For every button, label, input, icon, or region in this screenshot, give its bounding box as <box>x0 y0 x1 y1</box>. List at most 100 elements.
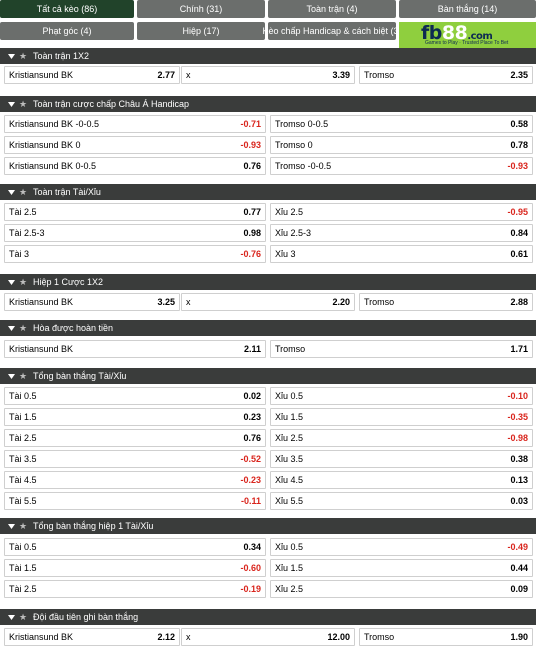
chevron-down-icon[interactable] <box>6 51 16 61</box>
star-icon[interactable]: ★ <box>18 611 28 622</box>
selection-label: Kristiansund BK -0-0.5 <box>9 119 100 129</box>
star-icon[interactable]: ★ <box>18 276 28 287</box>
odds-cell[interactable]: Xỉu 2.5-3 0.84 <box>270 224 533 242</box>
odds-cell[interactable]: Kristiansund BK -0-0.5 -0.71 <box>4 115 266 133</box>
odds-value: 0.09 <box>510 584 528 594</box>
section-header[interactable]: ★ Tổng bàn thắng Tài/Xỉu <box>0 368 536 384</box>
selection-label: Tài 5.5 <box>9 496 37 506</box>
star-icon[interactable]: ★ <box>18 50 28 61</box>
odds-cell[interactable]: Tài 4.5 -0.23 <box>4 471 266 489</box>
odds-row: Tài 3.5 -0.52 Xỉu 3.5 0.38 <box>0 450 536 468</box>
selection-label: Tromso <box>364 70 395 80</box>
odds-cell[interactable]: Tromso 2.88 <box>359 293 533 311</box>
odds-row: Tài 0.5 0.02 Xỉu 0.5 -0.10 <box>0 387 536 405</box>
star-icon[interactable]: ★ <box>18 370 28 381</box>
chevron-down-icon[interactable] <box>6 612 16 622</box>
odds-cell[interactable]: Xỉu 5.5 0.03 <box>270 492 533 510</box>
star-icon[interactable]: ★ <box>18 520 28 531</box>
selection-label: Xỉu 3.5 <box>275 454 304 464</box>
odds-cell[interactable]: Xỉu 2.5 -0.98 <box>270 429 533 447</box>
odds-cell[interactable]: Kristiansund BK 0-0.5 0.76 <box>4 157 266 175</box>
odds-cell[interactable]: Xỉu 4.5 0.13 <box>270 471 533 489</box>
odds-cell[interactable]: Xỉu 1.5 -0.35 <box>270 408 533 426</box>
selection-label: Tài 2.5 <box>9 433 37 443</box>
tab-all-markets[interactable]: Tất cả kèo (86) <box>0 0 134 18</box>
odds-cell[interactable]: Tromso 0 0.78 <box>270 136 533 154</box>
odds-cell[interactable]: Kristiansund BK 0 -0.93 <box>4 136 266 154</box>
odds-cell[interactable]: Tài 2.5 0.76 <box>4 429 266 447</box>
tab-main[interactable]: Chính (31) <box>137 0 265 18</box>
odds-value: 2.88 <box>510 297 528 307</box>
section-title: Tổng bàn thắng hiệp 1 Tài/Xỉu <box>33 521 154 531</box>
odds-value: 3.25 <box>157 297 175 307</box>
selection-label: Tài 3 <box>9 249 30 259</box>
odds-cell[interactable]: Kristiansund BK 2.12 <box>4 628 180 646</box>
odds-cell[interactable]: Tromso 2.35 <box>359 66 533 84</box>
odds-cell[interactable]: Kristiansund BK 2.11 <box>4 340 266 358</box>
odds-value: 0.76 <box>243 161 261 171</box>
section-title: Hòa được hoàn tiền <box>33 323 113 333</box>
section-header[interactable]: ★ Toàn trận Tài/Xỉu <box>0 184 536 200</box>
section-header[interactable]: ★ Toàn trận 1X2 <box>0 48 536 64</box>
odds-cell[interactable]: Xỉu 3.5 0.38 <box>270 450 533 468</box>
odds-value: -0.49 <box>507 542 528 552</box>
odds-cell[interactable]: Tài 5.5 -0.11 <box>4 492 266 510</box>
market-section: ★ Hiệp 1 Cược 1X2 <box>0 274 536 290</box>
tab-handicap-margin[interactable]: Kèo chấp Handicap & cách biệt (3) <box>262 22 402 40</box>
selection-label: Kristiansund BK <box>9 70 74 80</box>
odds-cell[interactable]: Tài 3 -0.76 <box>4 245 266 263</box>
star-icon[interactable]: ★ <box>18 98 28 109</box>
odds-cell[interactable]: Tài 0.5 0.02 <box>4 387 266 405</box>
section-header[interactable]: ★ Đội đầu tiên ghi bàn thắng <box>0 609 536 625</box>
odds-cell[interactable]: Xỉu 0.5 -0.49 <box>270 538 533 556</box>
chevron-down-icon[interactable] <box>6 99 16 109</box>
odds-value: 0.13 <box>510 475 528 485</box>
fb88-logo[interactable]: fb88.com Games to Play · Trusted Place T… <box>399 22 536 48</box>
selection-label: Tromso <box>275 344 306 354</box>
odds-cell[interactable]: Xỉu 2.5 -0.95 <box>270 203 533 221</box>
section-header[interactable]: ★ Toàn trận cược chấp Châu Á Handicap <box>0 96 536 112</box>
selection-label: Xỉu 2.5-3 <box>275 228 312 238</box>
selection-label: Kristiansund BK 0 <box>9 140 81 150</box>
odds-cell[interactable]: Tài 1.5 -0.60 <box>4 559 266 577</box>
odds-cell[interactable]: Tài 2.5 0.77 <box>4 203 266 221</box>
odds-cell[interactable]: x 3.39 <box>181 66 355 84</box>
odds-cell[interactable]: Xỉu 0.5 -0.10 <box>270 387 533 405</box>
tab-full-match[interactable]: Toàn trận (4) <box>268 0 396 18</box>
market-section: ★ Toàn trận cược chấp Châu Á Handicap <box>0 96 536 112</box>
odds-cell[interactable]: Tài 2.5-3 0.98 <box>4 224 266 242</box>
odds-cell[interactable]: Tài 0.5 0.34 <box>4 538 266 556</box>
tab-corners[interactable]: Phạt góc (4) <box>0 22 134 40</box>
odds-cell[interactable]: Xỉu 3 0.61 <box>270 245 533 263</box>
section-header[interactable]: ★ Hòa được hoàn tiền <box>0 320 536 336</box>
selection-label: Tài 2.5-3 <box>9 228 45 238</box>
odds-cell[interactable]: Tài 1.5 0.23 <box>4 408 266 426</box>
odds-cell[interactable]: Xỉu 1.5 0.44 <box>270 559 533 577</box>
odds-cell[interactable]: Tromso 1.71 <box>270 340 533 358</box>
odds-row: Tài 1.5 0.23 Xỉu 1.5 -0.35 <box>0 408 536 426</box>
odds-cell[interactable]: Kristiansund BK 2.77 <box>4 66 180 84</box>
tab-half[interactable]: Hiệp (17) <box>137 22 265 40</box>
odds-cell[interactable]: Tài 2.5 -0.19 <box>4 580 266 598</box>
odds-cell[interactable]: Tài 3.5 -0.52 <box>4 450 266 468</box>
odds-value: 2.20 <box>332 297 350 307</box>
chevron-down-icon[interactable] <box>6 371 16 381</box>
odds-cell[interactable]: Tromso 1.90 <box>359 628 533 646</box>
star-icon[interactable]: ★ <box>18 186 28 197</box>
chevron-down-icon[interactable] <box>6 323 16 333</box>
section-title: Hiệp 1 Cược 1X2 <box>33 277 103 287</box>
chevron-down-icon[interactable] <box>6 277 16 287</box>
chevron-down-icon[interactable] <box>6 187 16 197</box>
odds-cell[interactable]: Tromso -0-0.5 -0.93 <box>270 157 533 175</box>
section-header[interactable]: ★ Tổng bàn thắng hiệp 1 Tài/Xỉu <box>0 518 536 534</box>
chevron-down-icon[interactable] <box>6 521 16 531</box>
odds-cell[interactable]: x 12.00 <box>181 628 355 646</box>
odds-cell[interactable]: Kristiansund BK 3.25 <box>4 293 180 311</box>
odds-cell[interactable]: Xỉu 2.5 0.09 <box>270 580 533 598</box>
star-icon[interactable]: ★ <box>18 322 28 333</box>
odds-cell[interactable]: x 2.20 <box>181 293 355 311</box>
odds-cell[interactable]: Tromso 0-0.5 0.58 <box>270 115 533 133</box>
section-header[interactable]: ★ Hiệp 1 Cược 1X2 <box>0 274 536 290</box>
selection-label: Kristiansund BK <box>9 344 74 354</box>
tab-goals[interactable]: Bàn thắng (14) <box>399 0 536 18</box>
